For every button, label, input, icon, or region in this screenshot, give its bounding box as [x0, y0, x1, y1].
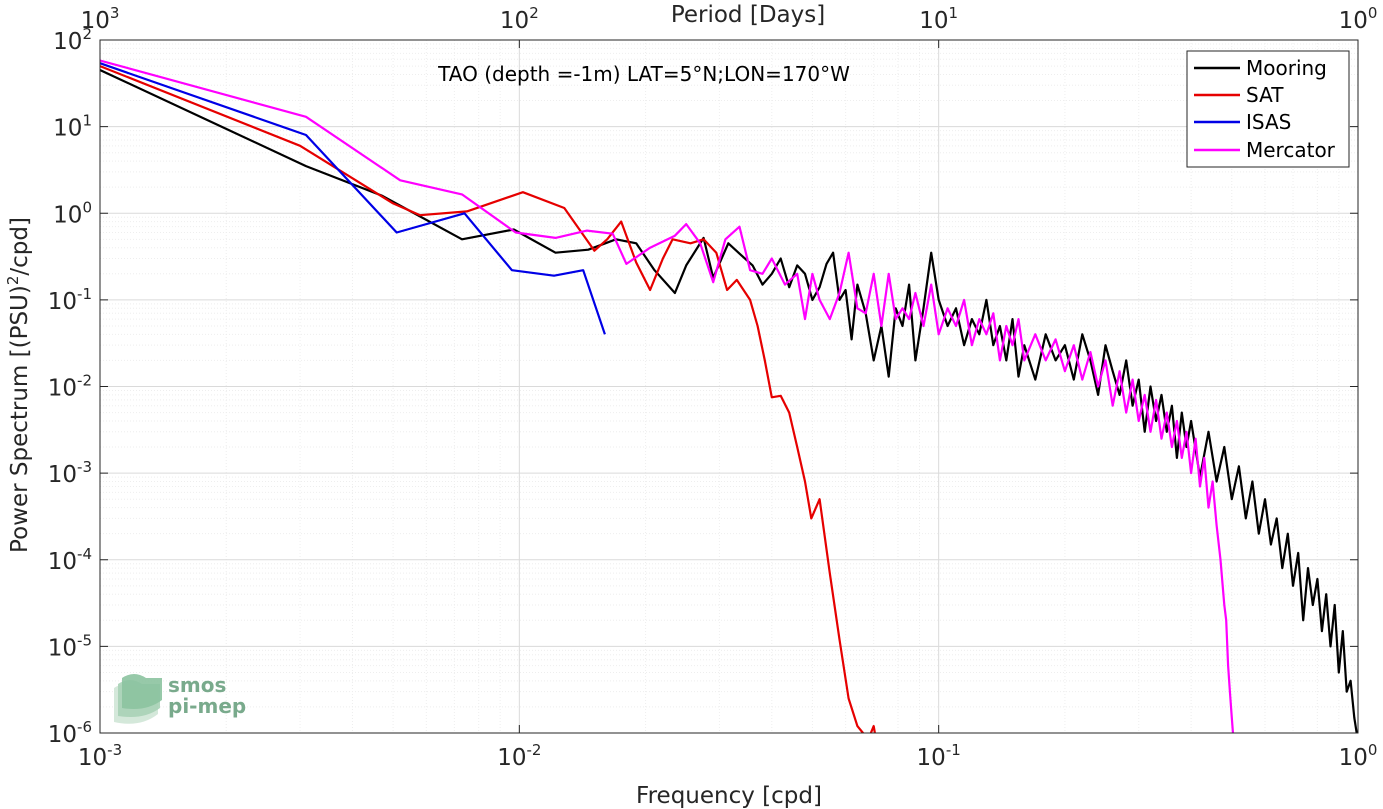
logo-text-smos: smos	[168, 673, 226, 697]
x-tick-label: 10-3	[78, 741, 122, 771]
legend-label-mercator: Mercator	[1246, 138, 1336, 162]
y-tick-label: 10-4	[48, 545, 92, 575]
top-axis-label: Period [Days]	[671, 2, 825, 28]
y-axis-label-main: Power Spectrum [(PSU)	[7, 285, 33, 553]
top-tick-label: 103	[81, 4, 120, 34]
y-tick-label: 10-5	[48, 631, 92, 661]
logo-waves-icon	[114, 674, 162, 724]
legend-label-isas: ISAS	[1246, 110, 1291, 134]
top-tick-label: 100	[1339, 4, 1378, 34]
logo-text-pimep: pi-mep	[168, 694, 246, 718]
y-tick-label: 102	[53, 25, 92, 55]
smos-pimep-logo: smos pi-mep	[114, 673, 246, 724]
legend-label-sat: SAT	[1246, 83, 1284, 107]
top-tick-label: 102	[500, 4, 539, 34]
series-line-mercator	[100, 59, 1235, 733]
series-line-sat	[100, 65, 876, 733]
grid	[99, 40, 1358, 734]
x-tick-label: 100	[1339, 741, 1378, 771]
top-tick-label: 101	[919, 4, 958, 34]
legend: Mooring SAT ISAS Mercator	[1186, 50, 1350, 168]
x-tick-label: 10-1	[917, 741, 961, 771]
y-axis-label: Power Spectrum [(PSU)2/cpd]	[4, 217, 33, 553]
y-axis-label-sup: 2	[4, 276, 22, 286]
series-line-isas	[100, 62, 606, 335]
y-axis-label-tail: /cpd]	[7, 217, 33, 276]
y-tick-label: 10-2	[48, 372, 92, 402]
legend-box	[1186, 50, 1350, 168]
legend-label-mooring: Mooring	[1246, 56, 1327, 80]
series-layer	[100, 59, 1358, 733]
chart-title: TAO (depth =-1m) LAT=5°N;LON=170°W	[437, 62, 850, 86]
x-axis-label: Frequency [cpd]	[636, 783, 822, 809]
y-tick-label: 10-1	[48, 285, 92, 315]
y-tick-label: 101	[53, 112, 92, 142]
y-tick-label: 10-3	[48, 458, 92, 488]
series-line-mooring	[100, 69, 1358, 733]
y-tick-label: 10-6	[48, 718, 92, 748]
x-tick-label: 10-2	[497, 741, 541, 771]
y-tick-label: 100	[53, 198, 92, 228]
